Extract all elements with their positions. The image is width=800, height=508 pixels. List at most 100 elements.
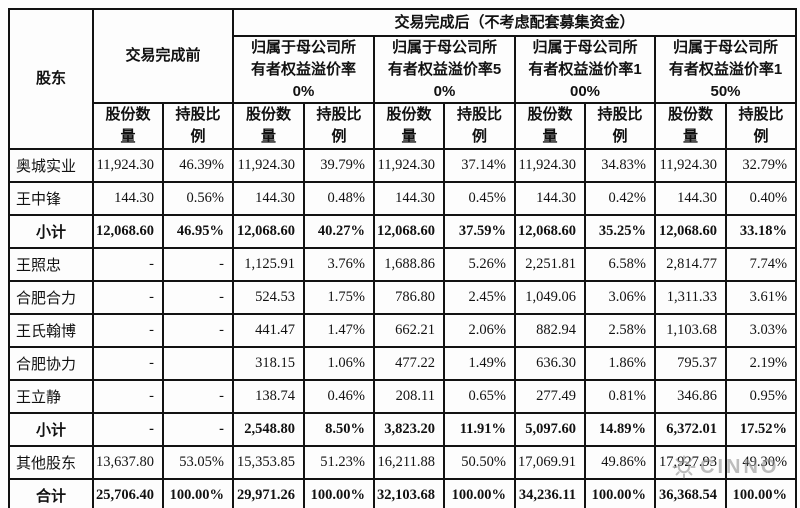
value-cell: 11,924.30: [92, 147, 164, 183]
value-cell: 51.23%: [303, 444, 376, 480]
value-cell: 0.45%: [443, 180, 517, 216]
shareholder-name: 王中锋: [8, 180, 94, 216]
value-cell: 12,068.60: [92, 213, 164, 249]
value-cell: 29,971.26: [232, 477, 306, 508]
col-header-shareholder: 股东: [8, 8, 94, 150]
value-cell: -: [92, 246, 164, 282]
value-cell: 882.94: [514, 312, 587, 348]
table-row: 小计 12,068.60 46.95% 12,068.60 40.27% 12,068.6…: [8, 213, 798, 249]
value-cell: 17,069.91: [514, 444, 587, 480]
value-cell: 1.47%: [303, 312, 376, 348]
value-cell: 0.95%: [725, 378, 798, 414]
table-row: 奥城实业 11,924.30 46.39% 11,924.30 39.79% 11,924…: [8, 147, 798, 183]
value-cell: 50.50%: [443, 444, 517, 480]
value-cell: 37.14%: [443, 147, 517, 183]
value-cell: 35.25%: [584, 213, 657, 249]
shareholder-name: 奥城实业: [8, 147, 94, 183]
value-cell: 3,823.20: [373, 411, 446, 447]
value-cell: 662.21: [373, 312, 446, 348]
value-cell: 477.22: [373, 345, 446, 381]
value-cell: 12,068.60: [654, 213, 728, 249]
value-cell: 1.06%: [303, 345, 376, 381]
table-row: 王立静 - -138.74 0.46% 208.11 0.65% 277.49 0.81% 34…: [8, 378, 798, 414]
value-cell: -: [161, 279, 235, 315]
col-header-shares-0: 股份数量: [232, 102, 306, 150]
value-cell: 32.79%: [725, 147, 798, 183]
col-header-premium-150: 归属于母公司所有者权益溢价率150%: [654, 34, 798, 105]
value-cell: 17.52%: [725, 411, 798, 447]
value-cell: 15,353.85: [232, 444, 306, 480]
value-cell: 6,372.01: [654, 411, 728, 447]
table-row: 合计 25,706.40 100.00% 29,971.26 100.00% 32,103…: [8, 477, 798, 508]
value-cell: 144.30: [232, 180, 306, 216]
value-cell: 17,927.93: [654, 444, 728, 480]
value-cell: 2,814.77: [654, 246, 728, 282]
value-cell: 524.53: [232, 279, 306, 315]
value-cell: 5,097.60: [514, 411, 587, 447]
value-cell: 3.06%: [584, 279, 657, 315]
value-cell: 144.30: [654, 180, 728, 216]
shareholder-name: 王氏翰博: [8, 312, 94, 348]
shareholder-name: 合计: [8, 477, 94, 508]
value-cell: -: [161, 378, 235, 414]
col-header-after-transaction: 交易完成后（不考虑配套募集资金）: [232, 8, 798, 37]
col-header-ratio-150: 持股比例: [725, 102, 798, 150]
table-row: 王中锋 144.30 0.56% 144.30 0.48% 144.30 0.45% 144.…: [8, 180, 798, 216]
value-cell: 14.89%: [584, 411, 657, 447]
value-cell: 1,125.91: [232, 246, 306, 282]
value-cell: 144.30: [373, 180, 446, 216]
value-cell: 2.06%: [443, 312, 517, 348]
value-cell: 0.46%: [303, 378, 376, 414]
value-cell: 2.19%: [725, 345, 798, 381]
value-cell: 346.86: [654, 378, 728, 414]
value-cell: 636.30: [514, 345, 587, 381]
value-cell: 12,068.60: [514, 213, 587, 249]
col-header-shares-100: 股份数量: [514, 102, 587, 150]
shareholding-table: 股东 交易完成前 交易完成后（不考虑配套募集资金） 归属于母公司所有者权益溢价率…: [8, 7, 798, 508]
value-cell: 144.30: [514, 180, 587, 216]
value-cell: 11,924.30: [654, 147, 728, 183]
value-cell: 34.83%: [584, 147, 657, 183]
value-cell: -: [161, 411, 235, 447]
value-cell: 16,211.88: [373, 444, 446, 480]
col-header-premium-50: 归属于母公司所有者权益溢价率50%: [373, 34, 517, 105]
value-cell: 40.27%: [303, 213, 376, 249]
shareholder-name: 小计: [8, 411, 94, 447]
col-header-before-transaction: 交易完成前: [91, 7, 235, 105]
col-header-shares-before: 股份数量: [92, 102, 164, 150]
col-header-shares-150: 股份数量: [654, 102, 728, 150]
value-cell: 36,368.54: [654, 477, 728, 508]
table-row: 合肥协力 - 318.15 1.06% 477.22 1.49% 636.30 1.86% 79…: [8, 345, 798, 381]
table-row: 王照忠 - -1,125.91 3.76% 1,688.86 5.26% 2,251.81 6…: [8, 246, 798, 282]
value-cell: 0.81%: [584, 378, 657, 414]
shareholder-name: 王照忠: [8, 246, 94, 282]
value-cell: 0.48%: [303, 180, 376, 216]
value-cell: 441.47: [232, 312, 306, 348]
value-cell: -: [92, 411, 164, 447]
value-cell: -: [161, 246, 235, 282]
shareholder-name: 小计: [8, 213, 94, 249]
value-cell: 46.95%: [161, 213, 235, 249]
value-cell: 6.58%: [584, 246, 657, 282]
col-header-ratio-before: 持股比例: [161, 102, 235, 150]
value-cell: -: [92, 312, 164, 348]
value-cell: 34,236.11: [514, 477, 587, 508]
shareholder-name: 合肥合力: [8, 279, 94, 315]
value-cell: 11,924.30: [232, 147, 306, 183]
table-row: 小计 - -2,548.80 8.50% 3,823.20 11.91% 5,097.60 1…: [8, 411, 798, 447]
value-cell: 7.74%: [725, 246, 798, 282]
value-cell: 795.37: [654, 345, 728, 381]
value-cell: 49.86%: [584, 444, 657, 480]
value-cell: 33.18%: [725, 213, 798, 249]
shareholder-name: 王立静: [8, 378, 94, 414]
value-cell: 5.26%: [443, 246, 517, 282]
value-cell: 13,637.80: [92, 444, 164, 480]
value-cell: 37.59%: [443, 213, 517, 249]
value-cell: 3.61%: [725, 279, 798, 315]
col-header-premium-0: 归属于母公司所有者权益溢价率0%: [232, 34, 376, 105]
table-row: 其他股东 13,637.80 53.05% 15,353.85 51.23% 16,211…: [8, 444, 798, 480]
value-cell: 2,251.81: [514, 246, 587, 282]
value-cell: 12,068.60: [232, 213, 306, 249]
col-header-ratio-50: 持股比例: [443, 102, 517, 150]
